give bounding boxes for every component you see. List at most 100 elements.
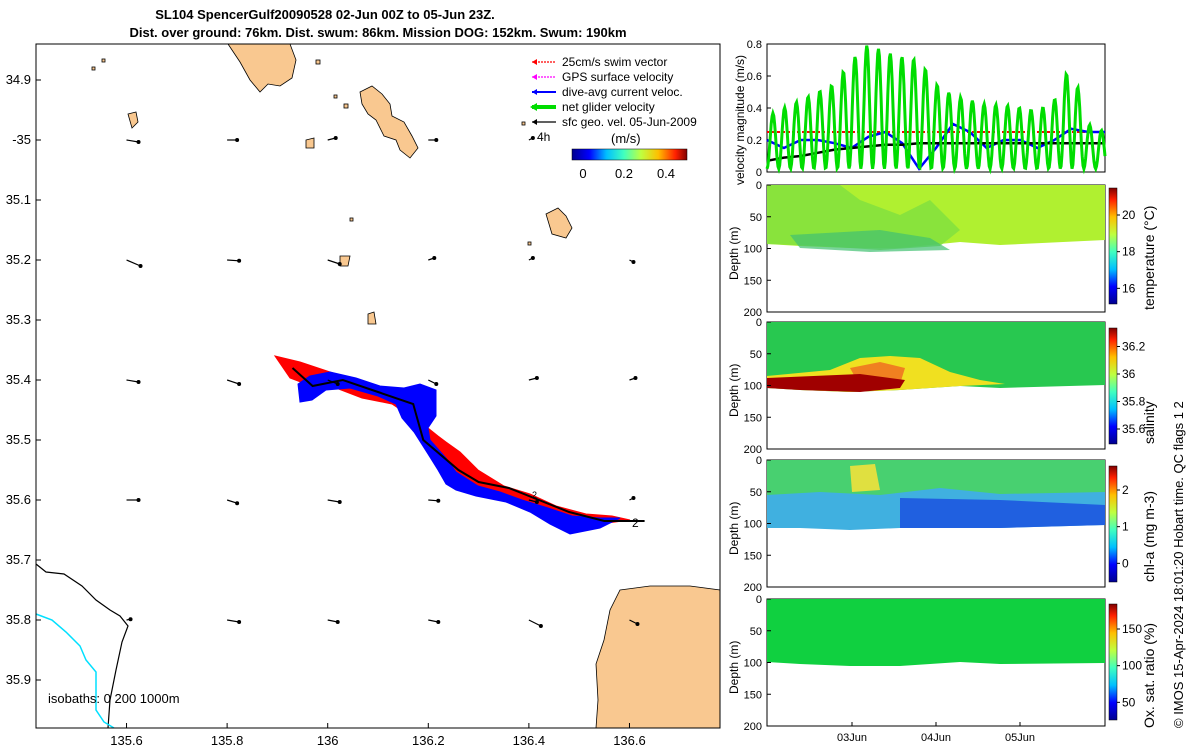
depth-tick-label: 50 [750,626,762,638]
land-areas [127,43,721,729]
depth-tick-label: 50 [750,349,762,361]
current-vector-head [337,500,342,504]
colorbar-tick-1: 0.2 [615,166,633,181]
velocity-tick-label: 0.2 [747,135,762,147]
depth-tick-label: 100 [744,658,762,670]
depth-tick-label: 0 [756,594,762,606]
current-vector-head [335,382,340,386]
current-vector-head [633,376,638,380]
longitude-ticks: 135.6 135.8 136 136.2 136.4 136.6 [110,723,646,748]
lat-tick-label: 35.8 [6,612,31,627]
glider-track: 2 2 [273,355,645,535]
current-vector-head [432,256,437,260]
time-tick-label: 03Jun [837,732,867,744]
chla-colorbar-label: chl-a (mg m-3) [1141,490,1157,582]
depth-tick-label: 200 [744,582,762,594]
oxygen-panel [766,598,1118,727]
depth-tick-label: 100 [744,519,762,531]
colorbar-tick-label: 150 [1122,622,1142,636]
current-vector-head [538,624,543,628]
map-panel: 2 2 isobaths: 0 200 1000m 34.9 -35 35.1 35.… [6,43,721,748]
salinity-panel [766,321,1118,450]
velocity-y-ticks: 0 0.2 0.4 0.6 0.8 [747,39,771,179]
current-vector-head [235,138,240,142]
current-vector-head [434,138,439,142]
lon-tick-label: 135.8 [211,733,244,748]
depth-tick-label: 50 [750,487,762,499]
colorbar-tick-label: 1 [1122,520,1129,534]
velocity-tick-label: 0.8 [747,39,762,51]
depth-tick-label: 150 [744,689,762,701]
current-vector [126,379,139,383]
velocity-tick-label: 0.6 [747,71,762,83]
section-axes: 05010015020020181605010015020036.23635.8… [744,180,1146,733]
speed-colorbar [571,148,688,161]
isobath-line [35,613,115,729]
depth-tick-label: 200 [744,307,762,319]
current-vector-head [136,498,141,502]
current-vector-head [337,262,342,266]
net-glider-velocity-line [765,45,1107,175]
colorbar-tick-label: 35.8 [1122,395,1146,409]
colorbar-tick-label: 20 [1122,208,1136,222]
current-vector-head [434,382,439,386]
colorbar-title: (m/s) [611,131,641,146]
depth-tick-label: 150 [744,275,762,287]
temperature-colorbar-label: temperature (°C) [1141,205,1157,310]
depth-tick-label: 0 [756,317,762,329]
current-vector-head [237,620,242,624]
current-vector-head [335,620,340,624]
track-end-label: 2 [632,516,639,530]
current-vector-head [534,500,539,504]
oxygen-depth-label: Depth (m) [727,640,741,694]
current-vector-head [237,382,242,386]
current-vector-head [534,376,539,380]
current-vector-head [138,264,143,268]
depth-tick-label: 0 [756,180,762,192]
colorbar-tick-label: 16 [1122,281,1136,295]
colorbar-tick-label: 36.2 [1122,340,1146,354]
current-vector-head [235,501,240,506]
current-vector-head [136,380,141,384]
current-vector-head [631,260,636,264]
legend-swim-vector: 25cm/s swim vector [562,55,667,69]
current-vector-head [237,258,242,263]
colorbar-tick-label: 36 [1122,367,1136,381]
current-vector [226,379,240,385]
current-vector-head [631,496,636,500]
current-vector [227,259,240,262]
depth-tick-label: 100 [744,381,762,393]
time-tick-label: 05Jun [1005,732,1035,744]
lon-tick-label: 136.6 [613,733,646,748]
title-line1: SL104 SpencerGulf20090528 02-Jun 00Z to … [155,7,495,22]
depth-tick-label: 200 [744,444,762,456]
track-mid-label: 2 [532,490,537,500]
lat-tick-label: 35.2 [6,252,31,267]
legend-sfc-geo-velocity: sfc geo. vel. 05-Jun-2009 [562,115,697,129]
colorbar-tick-0: 0 [579,166,586,181]
colorbar-tick-label: 18 [1122,245,1136,259]
salinity-colorbar-label: salinity [1141,401,1157,444]
current-vector [126,139,139,143]
current-vector-head [635,622,640,626]
depth-tick-label: 50 [750,212,762,224]
current-vector [126,259,141,267]
time-tick-label: 04Jun [921,732,951,744]
velocity-tick-label: 0 [756,167,762,179]
colorbar-tick-label: 35.6 [1122,422,1146,436]
time-axis: 03Jun 04Jun 05Jun [837,722,1035,744]
lat-tick-label: 35.1 [6,192,31,207]
colorbar-tick-label: 2 [1122,483,1129,497]
colorbar-tick-2: 0.4 [657,166,675,181]
imos-credit: © IMOS 15-Apr-2024 18:01:20 Hobart time.… [1171,401,1186,728]
title-line2: Dist. over ground: 76km. Dist. swum: 86k… [129,25,626,40]
lon-tick-label: 136.4 [513,733,546,748]
current-vector-head [436,498,441,503]
lat-tick-label: 35.9 [6,672,31,687]
lon-tick-label: 136.2 [412,733,445,748]
salinity-depth-label: Depth (m) [727,363,741,417]
current-vector [528,619,542,627]
velocity-panel: 0 0.2 0.4 0.6 0.8 [747,39,1107,179]
colorbar-tick-label: 100 [1122,659,1142,673]
